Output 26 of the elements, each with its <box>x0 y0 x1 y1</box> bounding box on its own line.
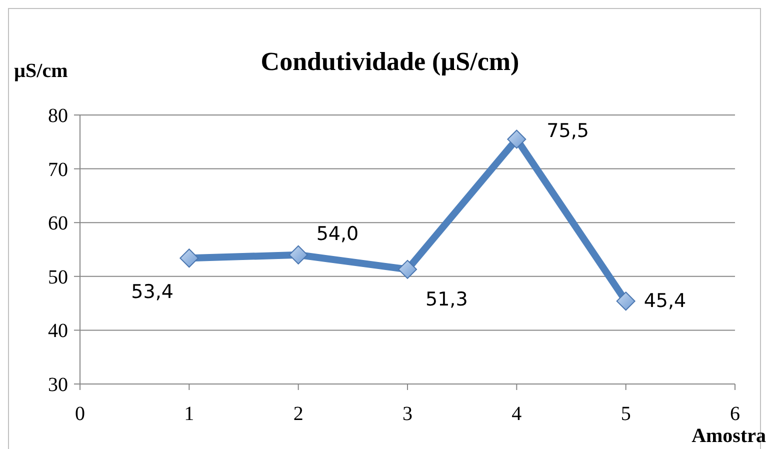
y-tick-label: 60 <box>48 212 68 235</box>
x-tick-label: 2 <box>293 403 304 425</box>
x-tick-label: 0 <box>75 403 85 425</box>
data-label: 75,5 <box>546 120 589 142</box>
x-tick-label: 4 <box>512 403 522 425</box>
point <box>507 130 526 149</box>
data-label: 53,4 <box>131 281 174 304</box>
x-tick-label: 1 <box>184 403 194 425</box>
point <box>398 260 417 279</box>
y-tick-label: 70 <box>48 158 68 181</box>
y-tick-label: 30 <box>48 374 68 396</box>
x-tick-label: 6 <box>730 403 740 425</box>
y-tick-label: 50 <box>48 266 68 288</box>
x-axis-title: Amostra <box>692 425 766 447</box>
y-axis-title: µS/cm <box>14 60 68 82</box>
x-tick-label: 5 <box>620 403 631 425</box>
data-label: 51,3 <box>426 288 468 310</box>
x-tick-label: 3 <box>402 403 412 425</box>
y-tick-label: 40 <box>48 320 68 342</box>
data-label: 54,0 <box>316 222 359 245</box>
point <box>180 248 199 268</box>
chart-title: Condutividade (µS/cm) <box>260 47 520 76</box>
data-label: 45,4 <box>644 290 686 312</box>
y-tick-label: 80 <box>48 105 68 127</box>
point <box>616 292 636 311</box>
point <box>288 245 308 264</box>
